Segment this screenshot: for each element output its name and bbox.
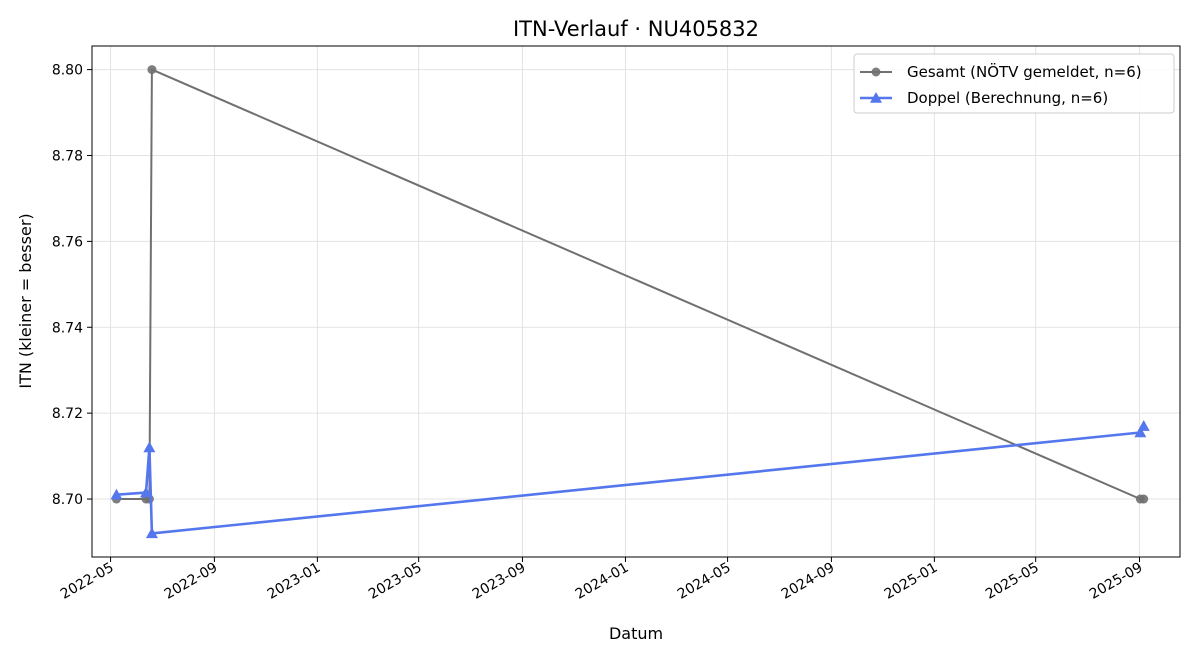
legend-entries: Gesamt (NÖTV gemeldet, n=6) Doppel (Berec…: [860, 62, 1142, 107]
x-tick-label: 2024-09: [779, 560, 838, 603]
legend-label: Gesamt (NÖTV gemeldet, n=6): [907, 62, 1142, 81]
data-point: [147, 65, 157, 75]
x-axis: 2022-05 2022-09 2023-01 2023-05 2023-09 2024-…: [58, 557, 1146, 603]
series-layer: [110, 65, 1150, 539]
legend-marker: [870, 92, 882, 103]
data-point: [1134, 426, 1147, 438]
legend-entry: Gesamt (NÖTV gemeldet, n=6): [860, 62, 1142, 81]
data-point: [140, 486, 153, 498]
data-point: [1137, 420, 1150, 431]
plot-area-frame: [91, 45, 1181, 558]
y-tick-label: 8.70: [52, 492, 83, 508]
grid-layer: [92, 46, 1180, 557]
y-tick-label: 8.80: [52, 63, 83, 79]
series-1: [111, 65, 1149, 504]
series-line: [116, 425, 1145, 535]
x-tick-label: 2022-05: [58, 560, 117, 603]
data-point: [1139, 494, 1149, 504]
y-tick-label: 8.78: [52, 149, 83, 165]
legend-entry: Doppel (Berechnung, n=6): [860, 89, 1108, 107]
x-tick-label: 2022-09: [162, 560, 221, 603]
x-tick-label: 2023-05: [366, 560, 425, 603]
y-axis: 8.70 8.72 8.74 8.76 8.78 8.80: [52, 63, 92, 508]
x-axis-title: Datum: [609, 624, 663, 643]
legend-marker: [871, 67, 881, 77]
chart-title: ITN-Verlauf · NU405832: [513, 17, 759, 41]
x-tick-label: 2023-01: [265, 560, 324, 603]
y-axis-title: ITN (kleiner = besser): [16, 213, 35, 388]
x-tick-label: 2024-01: [573, 560, 632, 603]
data-point: [143, 441, 156, 453]
legend-label: Doppel (Berechnung, n=6): [907, 89, 1108, 107]
y-tick-label: 8.76: [52, 234, 83, 250]
legend-box: [853, 53, 1175, 114]
x-tick-label: 2023-09: [470, 560, 529, 603]
data-point: [110, 488, 123, 500]
data-point: [145, 527, 158, 539]
y-tick-label: 8.72: [52, 406, 83, 422]
series-line: [116, 68, 1144, 500]
x-tick-label: 2024-05: [675, 560, 734, 603]
series-2: [110, 420, 1150, 539]
x-tick-label: 2025-01: [882, 560, 941, 603]
x-tick-label: 2025-05: [983, 560, 1042, 603]
legend: Gesamt (NÖTV gemeldet, n=6) Doppel (Berec…: [853, 53, 1175, 114]
x-tick-label: 2025-09: [1087, 560, 1146, 603]
y-tick-label: 8.74: [52, 320, 83, 336]
